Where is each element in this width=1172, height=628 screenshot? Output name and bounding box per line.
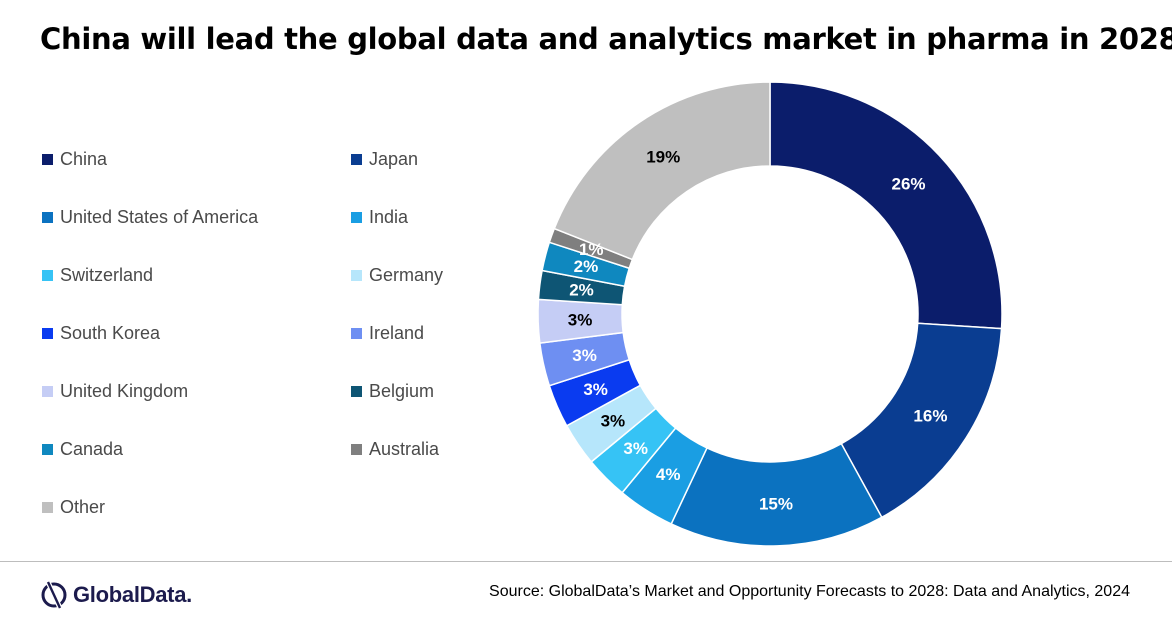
data-label-japan: 16% xyxy=(913,406,947,425)
donut-slice-other xyxy=(553,81,771,261)
legend-label-india: India xyxy=(369,206,409,227)
donut-slice-china xyxy=(769,81,1003,330)
legend-item-other: Other xyxy=(42,478,351,536)
data-label-australia: 1% xyxy=(579,240,604,259)
data-label-other: 19% xyxy=(646,147,680,166)
legend-label-united-states-of-america: United States of America xyxy=(60,206,259,227)
legend-label-switzerland: Switzerland xyxy=(60,264,154,285)
legend-item-united-states-of-america: United States of America xyxy=(42,188,351,246)
legend-item-japan: Japan xyxy=(351,130,511,188)
chart-legend: China Japan United States of America India S… xyxy=(42,130,511,536)
legend-swatch-germany xyxy=(351,269,362,281)
legend-item-belgium: Belgium xyxy=(351,362,511,420)
legend-swatch-switzerland xyxy=(42,269,53,281)
data-label-united-states-of-america: 15% xyxy=(759,494,793,513)
logo-wordmark: GlobalData. xyxy=(73,582,192,607)
footer-divider xyxy=(0,561,1172,562)
data-label-china: 26% xyxy=(891,174,925,193)
legend-label-ireland: Ireland xyxy=(369,322,425,343)
legend-item-canada: Canada xyxy=(42,420,351,478)
legend-label-china: China xyxy=(60,148,108,169)
legend-swatch-ireland xyxy=(351,327,362,339)
donut-chart: 26% 16% 15% 4% 3% 3% 3% 3% 3% 2% 2% 1% 19% xyxy=(530,74,1010,554)
legend-item-south-korea: South Korea xyxy=(42,304,351,362)
legend-item-switzerland: Switzerland xyxy=(42,246,351,304)
legend-item-india: India xyxy=(351,188,511,246)
legend-swatch-united-kingdom xyxy=(42,385,53,397)
legend-item-united-kingdom: United Kingdom xyxy=(42,362,351,420)
data-label-germany: 3% xyxy=(601,411,626,430)
legend-swatch-australia xyxy=(351,443,362,455)
legend-swatch-china xyxy=(42,153,53,165)
data-label-south-korea: 3% xyxy=(583,380,608,399)
legend-swatch-south-korea xyxy=(42,327,53,339)
legend-swatch-belgium xyxy=(351,385,362,397)
legend-swatch-canada xyxy=(42,443,53,455)
donut-chart-svg: 26%16%15%4%3%3%3%3%3%2%2%1%19% xyxy=(537,81,1003,547)
legend-item-australia: Australia xyxy=(351,420,511,478)
chart-title: China will lead the global data and anal… xyxy=(40,22,1172,56)
legend-label-australia: Australia xyxy=(369,438,440,459)
globaldata-logo-icon xyxy=(41,580,67,610)
legend-label-canada: Canada xyxy=(60,438,124,459)
legend-label-united-kingdom: United Kingdom xyxy=(60,380,189,401)
legend-item-china: China xyxy=(42,130,351,188)
data-label-canada: 2% xyxy=(574,257,599,276)
legend-swatch-india xyxy=(351,211,362,223)
legend-label-other: Other xyxy=(60,496,106,517)
legend-label-belgium: Belgium xyxy=(369,380,435,401)
legend-item-germany: Germany xyxy=(351,246,511,304)
legend-swatch-united-states-of-america xyxy=(42,211,53,223)
data-label-india: 4% xyxy=(656,465,681,484)
legend-swatch-japan xyxy=(351,153,362,165)
legend-label-south-korea: South Korea xyxy=(60,322,161,343)
data-label-belgium: 2% xyxy=(569,281,594,300)
legend-item-ireland: Ireland xyxy=(351,304,511,362)
legend-label-japan: Japan xyxy=(369,148,419,169)
data-label-switzerland: 3% xyxy=(623,439,648,458)
data-label-united-kingdom: 3% xyxy=(568,310,593,329)
legend-swatch-other xyxy=(42,501,53,513)
legend-label-germany: Germany xyxy=(369,264,444,285)
globaldata-logo: GlobalData. xyxy=(40,579,192,611)
data-label-ireland: 3% xyxy=(572,346,597,365)
source-note: Source: GlobalData’s Market and Opportun… xyxy=(489,583,1130,600)
